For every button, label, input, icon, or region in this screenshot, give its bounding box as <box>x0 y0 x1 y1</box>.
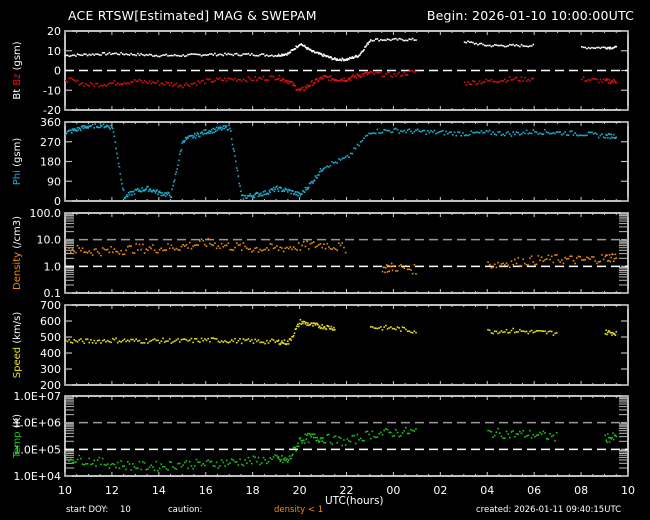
y-tick-label: 600 <box>40 315 61 328</box>
y-tick-label: -10 <box>43 84 61 97</box>
panel-0: 20 10 0 -10 -20 Bt Bz (gsm) <box>12 25 629 117</box>
y-tick-label: 0.1 <box>44 287 62 300</box>
y-axis-label: Temp (K) <box>12 414 23 459</box>
y-tick-label: 1.0E+07 <box>13 390 61 403</box>
x-tick-label: 04 <box>480 484 494 497</box>
y-tick-label: 500 <box>40 331 61 344</box>
x-tick-label: 02 <box>433 484 447 497</box>
x-tick-label: 00 <box>386 484 400 497</box>
begin-timestamp: Begin: 2026-01-10 10:00:00UTC <box>426 8 634 23</box>
x-tick-label: 08 <box>574 484 588 497</box>
panel-1: 360 270 180 90 0 Phi (gsm) <box>12 116 629 208</box>
y-tick-label: 1.0E+05 <box>13 443 61 456</box>
x-tick-label: 10 <box>58 484 72 497</box>
caution-density: density < 1 <box>274 505 324 515</box>
x-tick-label: 14 <box>152 484 166 497</box>
x-tick-label: 16 <box>199 484 213 497</box>
y-tick-label: -20 <box>43 104 61 117</box>
start-doy-label: start DOY: <box>66 505 109 515</box>
y-tick-label: 700 <box>40 299 61 312</box>
chart-title: ACE RTSW[Estimated] MAG & SWEPAM <box>68 8 317 23</box>
panel-2: 100.0 10.0 1.0 0.1 Density (/cm3) <box>12 207 629 300</box>
x-tick-label: 12 <box>105 484 119 497</box>
y-tick-label: 400 <box>40 347 61 360</box>
y-tick-label: 0 <box>54 195 61 208</box>
y-axis-label: Density (/cm3) <box>12 216 23 290</box>
y-tick-label: 10 <box>47 45 61 58</box>
y-tick-label: 1.0E+06 <box>13 417 61 430</box>
y-axis-label: Bt Bz (gsm) <box>12 41 23 99</box>
panel-4: 1.0E+07 1.0E+06 1.0E+05 1.0E+04 Temp (K) <box>12 390 629 483</box>
y-tick-label: 0 <box>54 65 61 78</box>
x-tick-label: 22 <box>340 484 354 497</box>
start-doy-value: 10 <box>120 505 131 515</box>
y-tick-label: 20 <box>47 25 61 38</box>
x-tick-label: 20 <box>293 484 307 497</box>
y-tick-label: 360 <box>40 116 61 129</box>
y-tick-label: 200 <box>40 379 61 392</box>
y-tick-label: 100.0 <box>30 207 62 220</box>
x-tick-label: 18 <box>246 484 260 497</box>
y-axis-label: Phi (gsm) <box>12 138 23 186</box>
caution-label: caution: <box>168 505 203 515</box>
y-tick-label: 270 <box>40 136 61 149</box>
y-tick-label: 1.0 <box>44 260 62 273</box>
panel-3: 700 600 500 400 300 200 Speed (km/s) <box>12 299 629 392</box>
y-tick-label: 1.0E+04 <box>13 470 61 483</box>
x-tick-label: 10 <box>621 484 635 497</box>
x-tick-label: 06 <box>527 484 541 497</box>
y-tick-label: 90 <box>47 175 61 188</box>
y-tick-label: 180 <box>40 156 61 169</box>
x-axis-label: UTC(hours) <box>325 495 384 507</box>
y-tick-label: 300 <box>40 363 61 376</box>
y-axis-label: Speed (km/s) <box>12 312 23 379</box>
y-tick-label: 10.0 <box>37 234 62 247</box>
created-timestamp: created: 2026-01-11 09:40:15UTC <box>476 505 622 515</box>
